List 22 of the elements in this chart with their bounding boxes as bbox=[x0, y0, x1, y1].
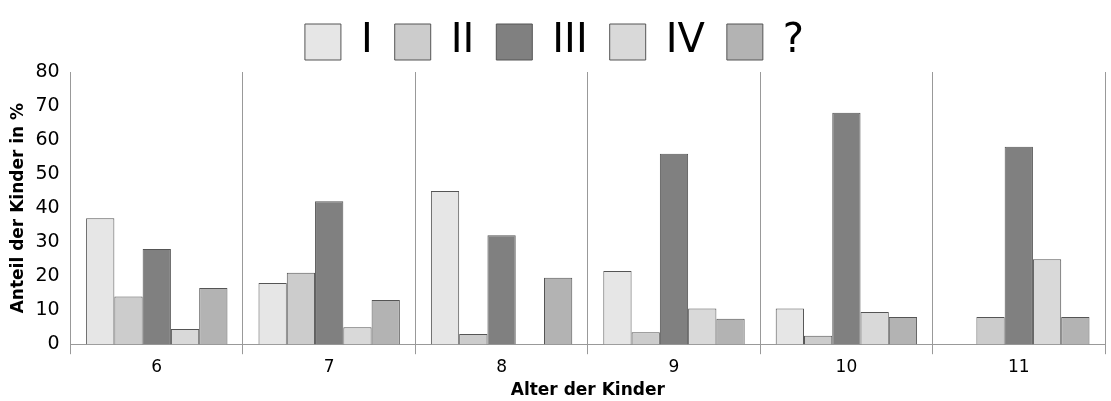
x-tick-label: 10 bbox=[835, 355, 858, 376]
x-axis-title: Alter der Kinder bbox=[510, 379, 666, 400]
y-tick-label: 10 bbox=[35, 297, 60, 320]
y-tick-label: 70 bbox=[35, 92, 60, 115]
legend-label: III bbox=[552, 15, 588, 62]
y-tick-label: 60 bbox=[35, 126, 60, 149]
y-tick-label: 30 bbox=[35, 229, 60, 252]
y-tick-label: 0 bbox=[47, 331, 60, 354]
y-tick-label: 40 bbox=[35, 195, 60, 218]
y-axis-title: Anteil der Kinder in % bbox=[6, 102, 27, 314]
legend-label: I bbox=[360, 15, 373, 62]
y-tick-label: 80 bbox=[35, 58, 60, 81]
legend-label: ? bbox=[782, 15, 805, 62]
x-tick-label: 8 bbox=[496, 355, 507, 376]
legend-label: II bbox=[450, 15, 475, 62]
x-tick-label: 7 bbox=[323, 355, 335, 376]
legend-label: IV bbox=[665, 15, 706, 62]
x-tick-label: 6 bbox=[151, 355, 163, 376]
y-tick-label: 50 bbox=[35, 161, 60, 184]
y-tick-label: 20 bbox=[35, 263, 60, 286]
x-tick-label: 11 bbox=[1007, 355, 1030, 376]
x-tick-label: 9 bbox=[668, 355, 680, 376]
